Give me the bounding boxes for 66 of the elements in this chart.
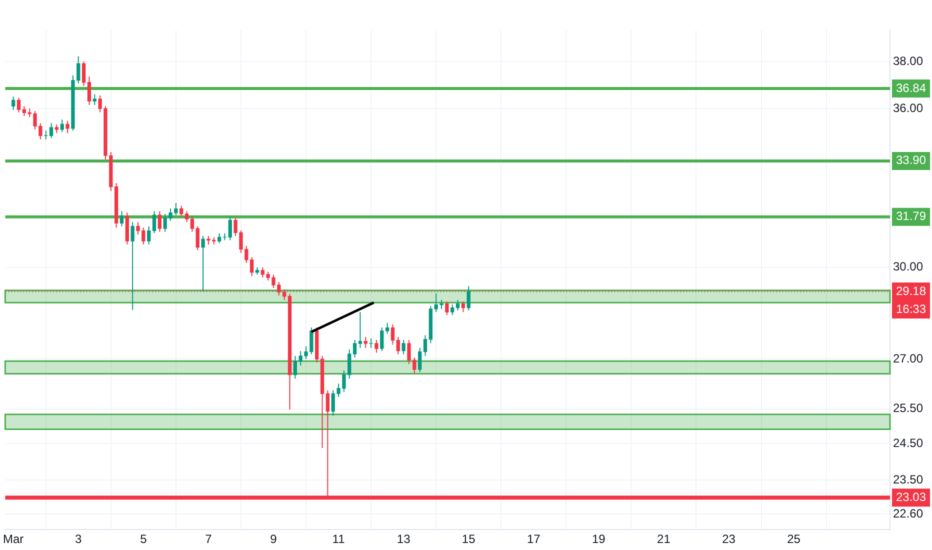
x-tick-label: 11	[332, 532, 346, 546]
x-tick-label: Mar	[2, 532, 24, 546]
candlestick	[92, 94, 96, 106]
y-tick-label: 30.00	[893, 260, 924, 274]
candlestick	[396, 336, 400, 355]
ref-line-label: 29.18	[896, 284, 926, 298]
candlestick	[180, 205, 184, 218]
candlestick	[402, 339, 406, 355]
x-tick-label: 25	[787, 532, 801, 546]
candlestick	[461, 300, 466, 313]
candlestick	[445, 300, 449, 316]
candlestick	[152, 210, 156, 234]
x-tick-label: 21	[657, 532, 671, 546]
ref-line-label: 36.84	[896, 80, 926, 95]
y-tick-label: 25.50	[893, 401, 924, 416]
y-tick-label: 23.50	[893, 472, 924, 486]
candlestick	[358, 312, 362, 348]
ref-line-label: 33.90	[896, 153, 926, 168]
candlestick	[250, 256, 254, 277]
candlestick	[466, 286, 470, 312]
x-tick-label: 3	[75, 532, 82, 546]
y-tick-label: 22.60	[893, 506, 924, 520]
candlestick	[380, 326, 384, 352]
candlestick	[293, 355, 297, 380]
ref-line-label: 23.03	[896, 490, 926, 504]
candlestick	[130, 222, 134, 310]
candlestick	[369, 338, 373, 348]
candlestick	[16, 97, 21, 113]
candlestick	[196, 226, 200, 251]
y-tick-label: 24.50	[893, 436, 924, 450]
y-tick-label: 36.00	[893, 100, 924, 115]
text: 16:33	[896, 302, 926, 316]
x-tick-label: 13	[396, 532, 411, 546]
candlestick	[82, 61, 86, 86]
candlestick	[120, 210, 124, 227]
y-tick-label: 27.00	[893, 351, 924, 366]
candlestick	[390, 324, 395, 346]
ref-line-label: 31.79	[896, 209, 926, 224]
x-tick-label: 17	[526, 532, 541, 546]
candlestick	[423, 334, 428, 356]
candlestick	[66, 120, 70, 134]
candlestick	[418, 347, 422, 373]
x-tick-label: 23	[722, 532, 736, 546]
candlestick	[22, 106, 26, 116]
x-tick-label: 9	[270, 532, 278, 546]
candlestick	[158, 210, 162, 232]
x-tick-label: 7	[205, 532, 212, 546]
candlestick	[374, 339, 378, 354]
candlestick	[12, 96, 16, 110]
x-tick-label: 5	[140, 532, 148, 546]
x-tick-label: 15	[462, 532, 476, 546]
candlestick	[201, 236, 205, 292]
candlestick	[49, 122, 54, 139]
candlestick	[147, 226, 151, 245]
candlestick	[450, 304, 454, 316]
candlestick	[60, 119, 64, 132]
candlestick	[217, 232, 222, 244]
candlestick	[456, 299, 460, 312]
candlestick	[364, 336, 368, 348]
candlestick	[190, 216, 194, 232]
x-tick-label: 19	[592, 532, 606, 546]
candlestick	[352, 339, 357, 358]
candlestick	[228, 216, 232, 241]
candlestick	[87, 76, 92, 106]
y-tick-label: 38.00	[893, 54, 924, 68]
candlestick	[184, 210, 189, 223]
